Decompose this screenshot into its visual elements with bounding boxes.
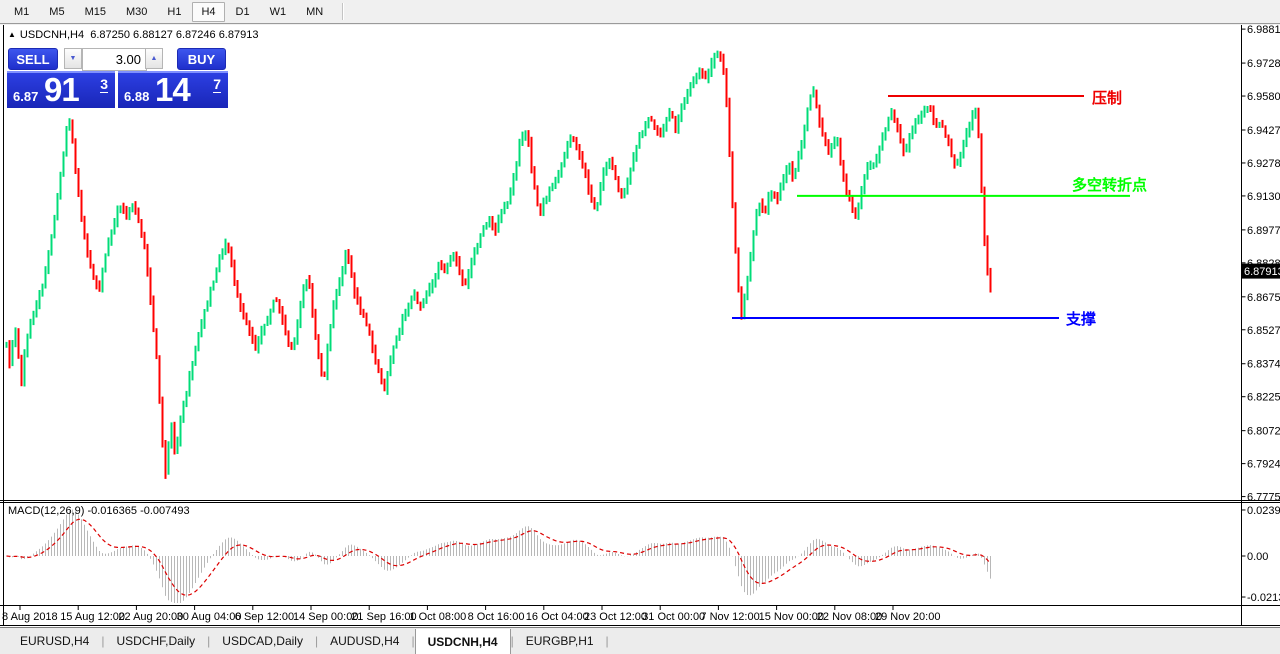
time-axis-label: 22 Aug 20:00 [118,611,183,623]
tab-separator: | [101,634,105,648]
timeframe-button-M30[interactable]: M30 [125,5,148,18]
time-axis-label: 15 Nov 00:00 [759,611,824,623]
buy-price-big-digits: 14 [155,71,191,108]
time-axis-label: 7 Nov 12:00 [700,611,759,623]
resistance-label[interactable]: 压制 [1092,90,1123,107]
sell-button[interactable]: SELL [8,48,58,70]
timeframe-toolbar: M1 M5 M15 M30 H1 H4 D1 W1 MN [0,0,1280,24]
buy-price-pip-digit: 7 [213,76,221,93]
time-axis-label: 14 Sep 00:00 [293,611,358,623]
chart-tab-EURUSD-H4[interactable]: EURUSD,H4 [20,634,90,648]
current-price-marker [1242,263,1280,279]
tab-separator: | [207,634,211,648]
bull-bear-turning-point-label[interactable]: 多空转折点 [1072,177,1148,194]
price-axis-label: 6.95800 [1247,91,1280,103]
chevron-down-icon: ▼ [69,55,77,62]
price-axis-label: 6.79240 [1247,459,1280,471]
macd-axis-label: -0.02137 [1247,592,1280,604]
tab-separator: | [605,634,609,648]
price-axis-label: 6.86755 [1247,292,1280,304]
toolbar-separator [342,3,345,20]
buy-price-display[interactable]: 6.88 14 7 [118,71,228,108]
one-click-trade-panel: SELL ▼ ▲ BUY 6.87 91 3 6.88 14 7 [7,48,228,108]
chart-tab-EURGBP-H1[interactable]: EURGBP,H1 [525,634,594,648]
time-axis-label: 1 Oct 08:00 [409,611,466,623]
timeframe-button-M15[interactable]: M15 [84,5,106,18]
macd-indicator-title: MACD(12,26,9) -0.016365 -0.007493 [8,505,190,517]
macd-histogram [9,509,991,603]
price-axis-label: 6.98815 [1247,25,1280,36]
price-axis-label: 6.97285 [1247,58,1280,70]
volume-increase-button[interactable]: ▲ [145,48,163,69]
timeframe-button-W1[interactable]: W1 [269,5,287,18]
macd-axis-label: 0.02398 [1247,505,1280,517]
chart-tab-AUDUSD-H4[interactable]: AUDUSD,H4 [330,634,400,648]
support-label[interactable]: 支撑 [1066,311,1097,328]
candlestick-series [5,50,992,479]
time-axis-label: 30 Aug 04:00 [177,611,242,623]
time-axis-label: 29 Nov 20:00 [875,611,940,623]
price-axis-label: 6.77755 [1247,492,1280,504]
chart-title: ▲ USDCNH,H4 6.87250 6.88127 6.87246 6.879… [8,29,258,41]
chart-tab-USDCNH-H4[interactable]: USDCNH,H4 [414,629,511,654]
chart-symbol-label: USDCNH,H4 [19,29,85,41]
current-price-value: 6.87913 [1244,266,1280,278]
timeframe-button-D1[interactable]: D1 [235,5,250,18]
chart-ohlc-values: 6.87250 6.88127 6.87246 6.87913 [90,29,259,41]
sell-price-big-digits: 91 [44,71,80,108]
price-axis-label: 6.92785 [1247,158,1280,170]
macd-axis-label: 0.00 [1247,551,1268,563]
volume-input[interactable] [82,48,147,71]
price-axis-label: 6.80725 [1247,426,1280,438]
timeframe-button-H1[interactable]: H1 [167,5,182,18]
macd-axis[interactable]: 0.02398 0.00 -0.02137 [1241,505,1280,604]
sell-price-display[interactable]: 6.87 91 3 [7,71,115,108]
time-axis-label: 16 Oct 04:00 [526,611,589,623]
price-axis-label: 6.89770 [1247,225,1280,237]
timeframe-button-M1[interactable]: M1 [14,5,30,18]
buy-button[interactable]: BUY [177,48,226,70]
collapse-triangle-icon[interactable]: ▲ [8,30,16,39]
time-axis-label: 23 Oct 12:00 [584,611,647,623]
time-axis-label: 22 Nov 08:00 [817,611,882,623]
price-axis[interactable]: 6.98815 6.97285 6.95800 6.94270 6.92785 6.913… [1241,25,1280,504]
time-axis-label: 8 Oct 16:00 [468,611,525,623]
time-axis-label: 15 Aug 12:00 [60,611,125,623]
price-axis-label: 6.85270 [1247,325,1280,337]
price-axis-label: 6.91300 [1247,191,1280,203]
chart-tab-USDCAD-Daily[interactable]: USDCAD,Daily [222,634,303,648]
time-axis-label: 8 Aug 2018 [2,611,58,623]
tab-separator: | [510,634,514,648]
volume-decrease-button[interactable]: ▼ [64,48,82,69]
timeframe-button-H4[interactable]: H4 [192,1,225,22]
timeframe-button-M5[interactable]: M5 [49,5,65,18]
macd-signal-line [6,518,991,596]
chart-tab-bar: EURUSD,H4 | USDCHF,Daily | USDCAD,Daily | AUDU… [0,627,1280,654]
timeframe-button-MN[interactable]: MN [306,5,324,18]
tab-separator: | [411,634,415,648]
sell-price-prefix: 6.87 [13,89,39,104]
chart-window: 6.98815 6.97285 6.95800 6.94270 6.92785 6.913… [0,25,1280,627]
chart-tab-USDCHF-Daily[interactable]: USDCHF,Daily [116,634,196,648]
time-axis-label: 31 Oct 00:00 [642,611,705,623]
price-axis-label: 6.94270 [1247,125,1280,137]
time-axis-label: 6 Sep 12:00 [235,611,294,623]
chart-canvas[interactable]: 6.98815 6.97285 6.95800 6.94270 6.92785 6.913… [0,25,1280,627]
sell-price-pip-digit: 3 [100,76,108,93]
time-axis-label: 21 Sep 16:00 [351,611,416,623]
tab-separator: | [314,634,319,648]
price-axis-label: 6.82255 [1247,392,1280,404]
buy-price-prefix: 6.88 [124,89,150,104]
chevron-up-icon: ▲ [150,55,158,62]
price-axis-label: 6.83740 [1247,359,1280,371]
